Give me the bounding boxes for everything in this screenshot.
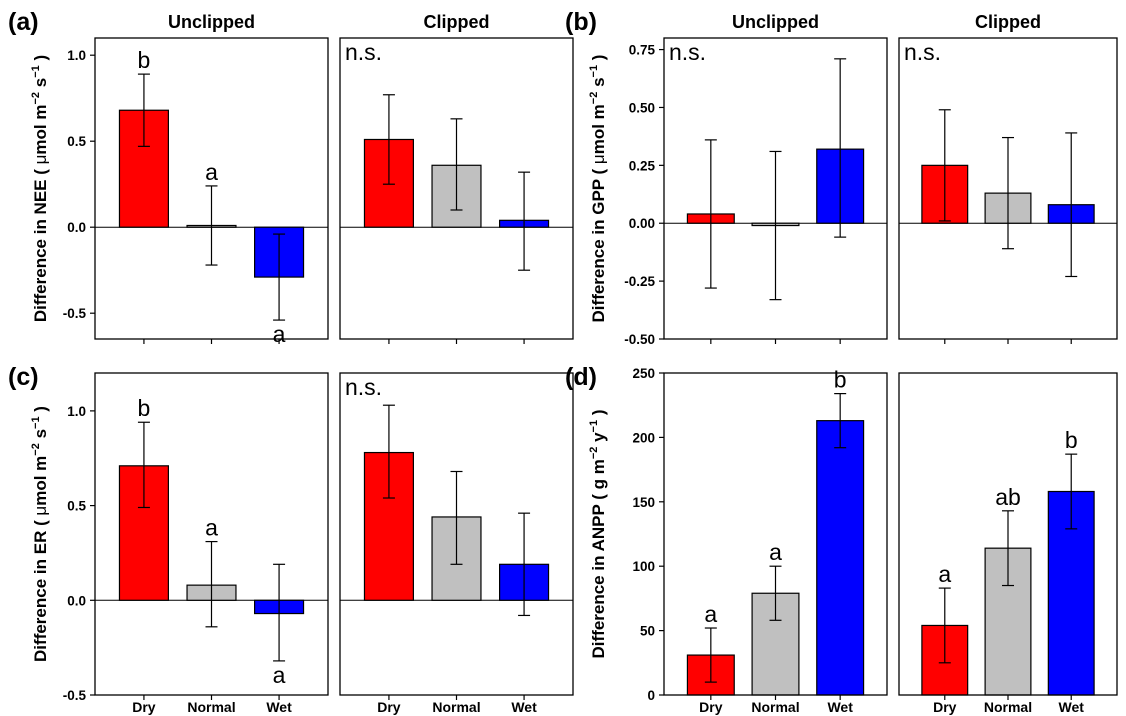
- x-tick-label-normal: Normal: [751, 699, 799, 715]
- y-tick-label: 0.0: [67, 220, 86, 235]
- subplot-b-left: Unclipped n.s. -0.50 -0.25 0.00 0.25 0.50 0.75: [624, 12, 888, 347]
- significance-note: n.s.: [345, 39, 382, 65]
- y-tick-label: 150: [632, 495, 655, 510]
- panel-label-c: (c): [8, 363, 39, 391]
- x-tick-label-wet: Wet: [827, 699, 853, 715]
- error-bar-dry: [938, 109, 951, 222]
- x-tick-label-dry: Dry: [699, 699, 723, 715]
- y-tick-label: 50: [640, 624, 655, 639]
- y-tick-label: -0.50: [624, 332, 655, 347]
- error-bar-normal: [1002, 136, 1014, 250]
- error-bar-wet: [273, 563, 286, 662]
- subplot-b-right: Clipped n.s.: [898, 12, 1118, 344]
- column-title: Unclipped: [168, 12, 255, 32]
- y-tick-label: 1.0: [67, 48, 86, 63]
- x-tick-label-dry: Dry: [933, 699, 957, 715]
- significance-note: n.s.: [345, 374, 382, 400]
- column-title: Clipped: [975, 12, 1041, 32]
- y-tick-label: 1.0: [67, 404, 86, 419]
- group-letter: b: [138, 47, 151, 73]
- group-letter: b: [834, 367, 847, 393]
- error-bar-dry: [137, 421, 150, 509]
- x-tick-label-normal: Normal: [984, 699, 1032, 715]
- group-letter: a: [205, 159, 218, 185]
- subplot-c-right: n.s. Dry Normal Wet: [339, 372, 574, 715]
- error-bar-wet: [1065, 453, 1078, 530]
- x-tick-label-normal: Normal: [432, 699, 480, 715]
- error-bar-dry: [704, 139, 717, 289]
- y-tick-label: -0.5: [63, 688, 87, 703]
- panel-label-d: (d): [565, 363, 597, 391]
- error-bar-dry: [704, 627, 717, 683]
- x-tick-label-dry: Dry: [377, 699, 401, 715]
- group-letter: b: [1065, 427, 1078, 453]
- error-bar-dry: [382, 404, 395, 499]
- x-tick-label-wet: Wet: [511, 699, 537, 715]
- group-letter: a: [704, 601, 717, 627]
- error-bar-wet: [273, 233, 286, 321]
- y-tick-label: 0.0: [67, 593, 86, 608]
- y-axis-label-d: Difference in ANPP ( g m−2 y−1 ): [588, 410, 608, 659]
- error-bar-normal: [205, 540, 218, 628]
- error-bar-wet: [518, 171, 531, 271]
- y-axis-label-c: Difference in ER ( μmol m−2 s−1 ): [30, 406, 50, 662]
- subplot-d-right: a ab b Dry Normal Wet: [898, 372, 1118, 715]
- y-tick-label: 100: [632, 559, 655, 574]
- y-tick-label: 250: [632, 366, 655, 381]
- error-bar-wet: [834, 58, 847, 238]
- panel-label-a: (a): [8, 8, 39, 36]
- group-letter: a: [205, 515, 218, 541]
- group-letter: ab: [995, 484, 1021, 510]
- error-bar-wet: [1065, 132, 1078, 278]
- column-title: Clipped: [424, 12, 490, 32]
- y-tick-label: 0.5: [67, 499, 86, 514]
- subplot-d-left: a a b Dry Normal Wet 0 50 100 150 200 250: [632, 366, 888, 715]
- subplot-c-left: b a a Dry Normal Wet -0.5 0.0 0.5 1.0: [63, 372, 329, 715]
- y-tick-label: 0.75: [629, 43, 656, 58]
- y-tick-label: 200: [632, 430, 655, 445]
- y-tick-label: 0.50: [629, 100, 655, 115]
- error-bar-normal: [450, 118, 463, 211]
- panel-label-b: (b): [565, 8, 597, 36]
- subplot-a-left: Unclipped b a a -0.5 0.0 0.5 1.0: [63, 12, 329, 347]
- group-letter: a: [273, 321, 286, 347]
- y-tick-label: 0.25: [629, 158, 656, 173]
- error-bar-normal: [769, 150, 782, 301]
- y-tick-label: 0: [647, 688, 655, 703]
- subplot-a-right: Clipped n.s.: [339, 12, 574, 344]
- y-tick-label: 0.00: [629, 216, 655, 231]
- x-tick-label-dry: Dry: [132, 699, 156, 715]
- y-tick-label: -0.25: [624, 274, 655, 289]
- error-bar-dry: [137, 73, 150, 147]
- y-axis-label-a: Difference in NEE ( μmol m−2 s−1 ): [30, 55, 50, 322]
- error-bar-wet: [834, 393, 847, 449]
- significance-note: n.s.: [904, 39, 941, 65]
- x-tick-label-wet: Wet: [1059, 699, 1085, 715]
- column-title: Unclipped: [732, 12, 819, 32]
- error-bar-normal: [1002, 510, 1014, 587]
- error-bar-wet: [518, 512, 531, 617]
- group-letter: b: [138, 395, 151, 421]
- y-axis-label-b: Difference in GPP ( μmol m−2 s−1 ): [588, 55, 608, 323]
- group-letter: a: [273, 662, 286, 688]
- error-bar-dry: [938, 587, 951, 664]
- y-tick-label: 0.5: [67, 134, 86, 149]
- x-tick-label-normal: Normal: [187, 699, 235, 715]
- significance-note: n.s.: [669, 39, 706, 65]
- error-bar-normal: [450, 470, 463, 565]
- error-bar-normal: [205, 185, 218, 266]
- group-letter: a: [769, 539, 782, 565]
- bar-wet: [816, 420, 865, 696]
- error-bar-normal: [769, 565, 782, 621]
- y-tick-label: -0.5: [63, 306, 87, 321]
- x-tick-label-wet: Wet: [266, 699, 292, 715]
- bar-dry: [118, 465, 169, 601]
- error-bar-dry: [382, 94, 395, 185]
- group-letter: a: [938, 561, 951, 587]
